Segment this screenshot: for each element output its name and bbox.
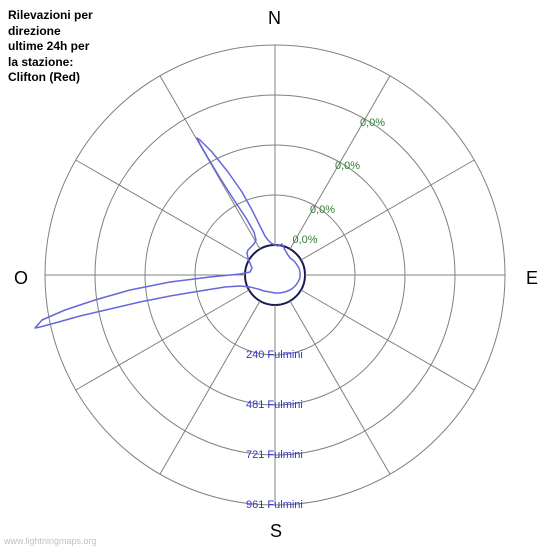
compass-e: E — [526, 268, 538, 289]
ring-label-blue: 240 Fulmini — [246, 349, 303, 361]
watermark: www.lightningmaps.org — [4, 536, 97, 546]
chart-title: Rilevazioni perdirezioneultime 24h perla… — [8, 8, 93, 86]
ring-label-blue: 481 Fulmini — [246, 399, 303, 411]
ring-label-green: 0,0% — [335, 160, 360, 172]
ring-label-green: 0,0% — [293, 234, 318, 246]
compass-s: S — [270, 521, 282, 542]
ring-label-green: 0,0% — [310, 204, 335, 216]
ring-label-blue: 721 Fulmini — [246, 449, 303, 461]
ring-label-green: 0,0% — [360, 117, 385, 129]
ring-label-blue: 961 Fulmini — [246, 499, 303, 511]
compass-w: O — [14, 268, 28, 289]
compass-n: N — [268, 8, 281, 29]
